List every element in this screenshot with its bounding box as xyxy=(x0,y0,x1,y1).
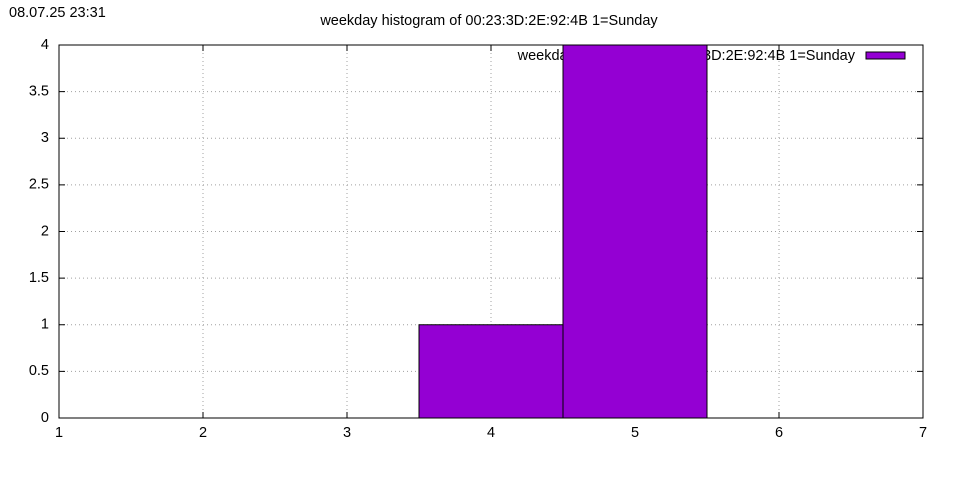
y-tick-label: 0.5 xyxy=(29,363,49,379)
bar xyxy=(418,324,564,419)
bar xyxy=(562,44,708,419)
y-tick-label: 3 xyxy=(41,130,49,146)
plot-border xyxy=(58,44,924,419)
y-tick-label: 4 xyxy=(41,37,49,53)
x-tick-label: 7 xyxy=(919,425,927,441)
x-tick-label: 5 xyxy=(631,425,639,441)
y-tick-label: 3.5 xyxy=(29,83,49,99)
x-tick-label: 3 xyxy=(343,425,351,441)
x-tick-label: 1 xyxy=(55,425,63,441)
x-tick-label: 2 xyxy=(199,425,207,441)
y-tick-label: 0 xyxy=(41,410,49,426)
y-tick-label: 1.5 xyxy=(29,270,49,286)
y-tick-label: 2.5 xyxy=(29,177,49,193)
chart-title: weekday histogram of 00:23:3D:2E:92:4B 1… xyxy=(319,13,658,29)
x-tick-label: 6 xyxy=(775,425,783,441)
legend-swatch xyxy=(865,51,906,60)
timestamp: 08.07.25 23:31 xyxy=(9,5,106,21)
x-tick-label: 4 xyxy=(487,425,495,441)
y-tick-label: 2 xyxy=(41,223,49,239)
y-tick-label: 1 xyxy=(41,317,49,333)
